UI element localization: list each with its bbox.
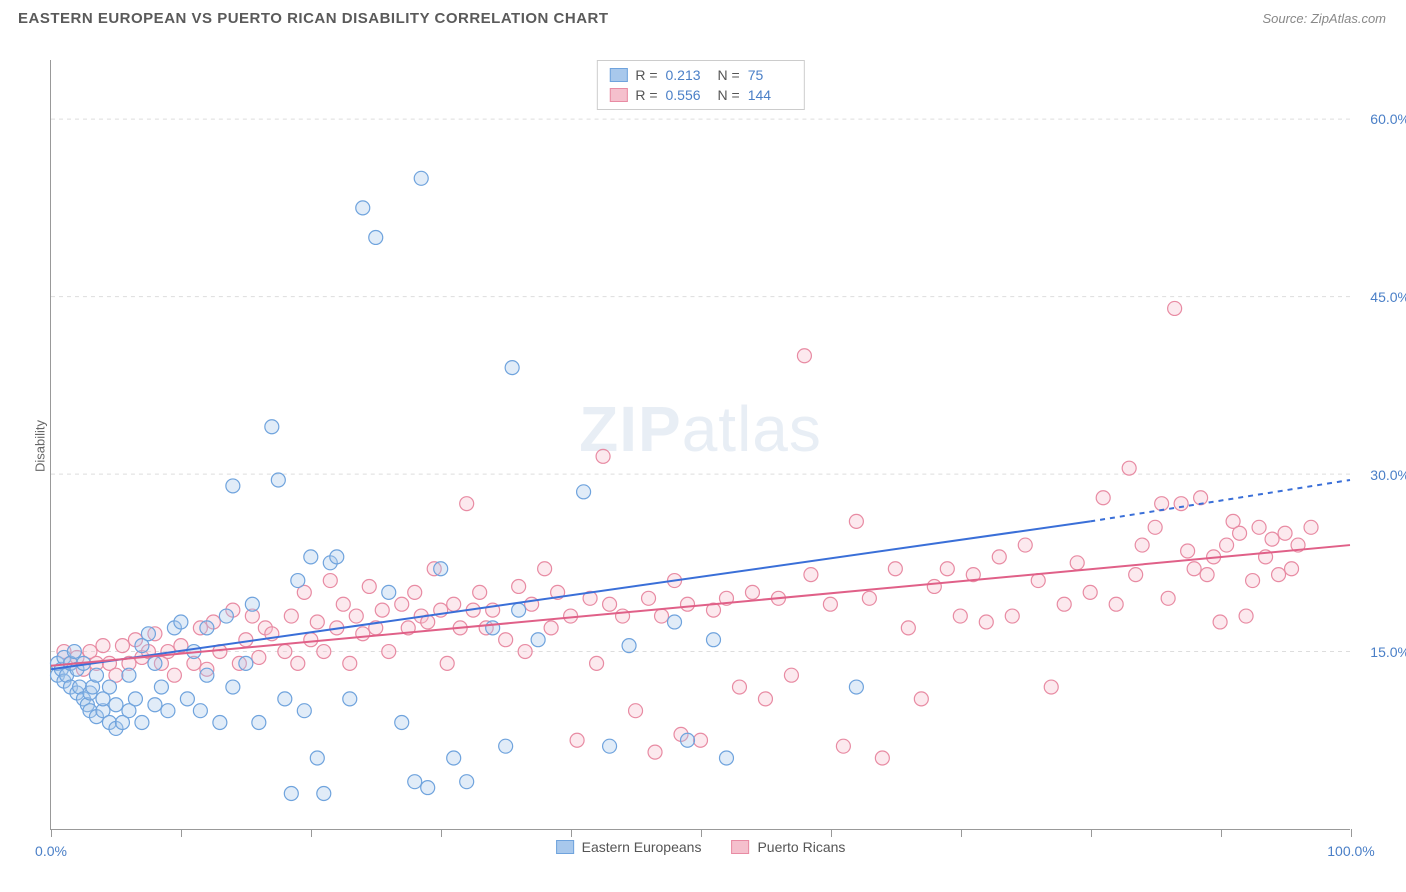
x-tick <box>181 829 182 837</box>
r-value-eastern: 0.213 <box>666 67 710 83</box>
r-label: R = <box>635 87 657 103</box>
legend-item-puerto: Puerto Ricans <box>731 839 845 855</box>
chart-header: EASTERN EUROPEAN VS PUERTO RICAN DISABIL… <box>0 0 1406 35</box>
legend-row-eastern: R = 0.213 N = 75 <box>609 65 791 85</box>
y-axis-label: Disability <box>33 420 48 472</box>
x-tick <box>441 829 442 837</box>
x-tick <box>961 829 962 837</box>
x-tick-label: 0.0% <box>35 843 67 859</box>
n-label: N = <box>718 87 740 103</box>
series-legend: Eastern Europeans Puerto Ricans <box>556 839 846 855</box>
scatter-svg <box>51 60 1350 829</box>
legend-label-eastern: Eastern Europeans <box>582 839 702 855</box>
x-tick <box>1091 829 1092 837</box>
swatch-puerto-icon <box>731 840 749 854</box>
y-tick-label: 45.0% <box>1370 289 1406 305</box>
y-tick-label: 60.0% <box>1370 111 1406 127</box>
x-tick <box>831 829 832 837</box>
y-tick-label: 15.0% <box>1370 644 1406 660</box>
n-label: N = <box>718 67 740 83</box>
r-label: R = <box>635 67 657 83</box>
chart-title: EASTERN EUROPEAN VS PUERTO RICAN DISABIL… <box>18 10 609 27</box>
x-tick <box>571 829 572 837</box>
y-tick-label: 30.0% <box>1370 467 1406 483</box>
legend-label-puerto: Puerto Ricans <box>757 839 845 855</box>
swatch-eastern-icon <box>556 840 574 854</box>
chart-source: Source: ZipAtlas.com <box>1262 11 1386 26</box>
swatch-eastern <box>609 68 627 82</box>
x-tick <box>1221 829 1222 837</box>
x-tick-label: 100.0% <box>1327 843 1374 859</box>
x-tick <box>1351 829 1352 837</box>
swatch-puerto <box>609 88 627 102</box>
n-value-eastern: 75 <box>748 67 792 83</box>
r-value-puerto: 0.556 <box>666 87 710 103</box>
x-tick <box>311 829 312 837</box>
correlation-legend: R = 0.213 N = 75 R = 0.556 N = 144 <box>596 60 804 110</box>
x-tick <box>701 829 702 837</box>
legend-row-puerto: R = 0.556 N = 144 <box>609 85 791 105</box>
legend-item-eastern: Eastern Europeans <box>556 839 702 855</box>
n-value-puerto: 144 <box>748 87 792 103</box>
x-tick <box>51 829 52 837</box>
chart-plot-area: R = 0.213 N = 75 R = 0.556 N = 144 ZIPat… <box>50 60 1350 830</box>
